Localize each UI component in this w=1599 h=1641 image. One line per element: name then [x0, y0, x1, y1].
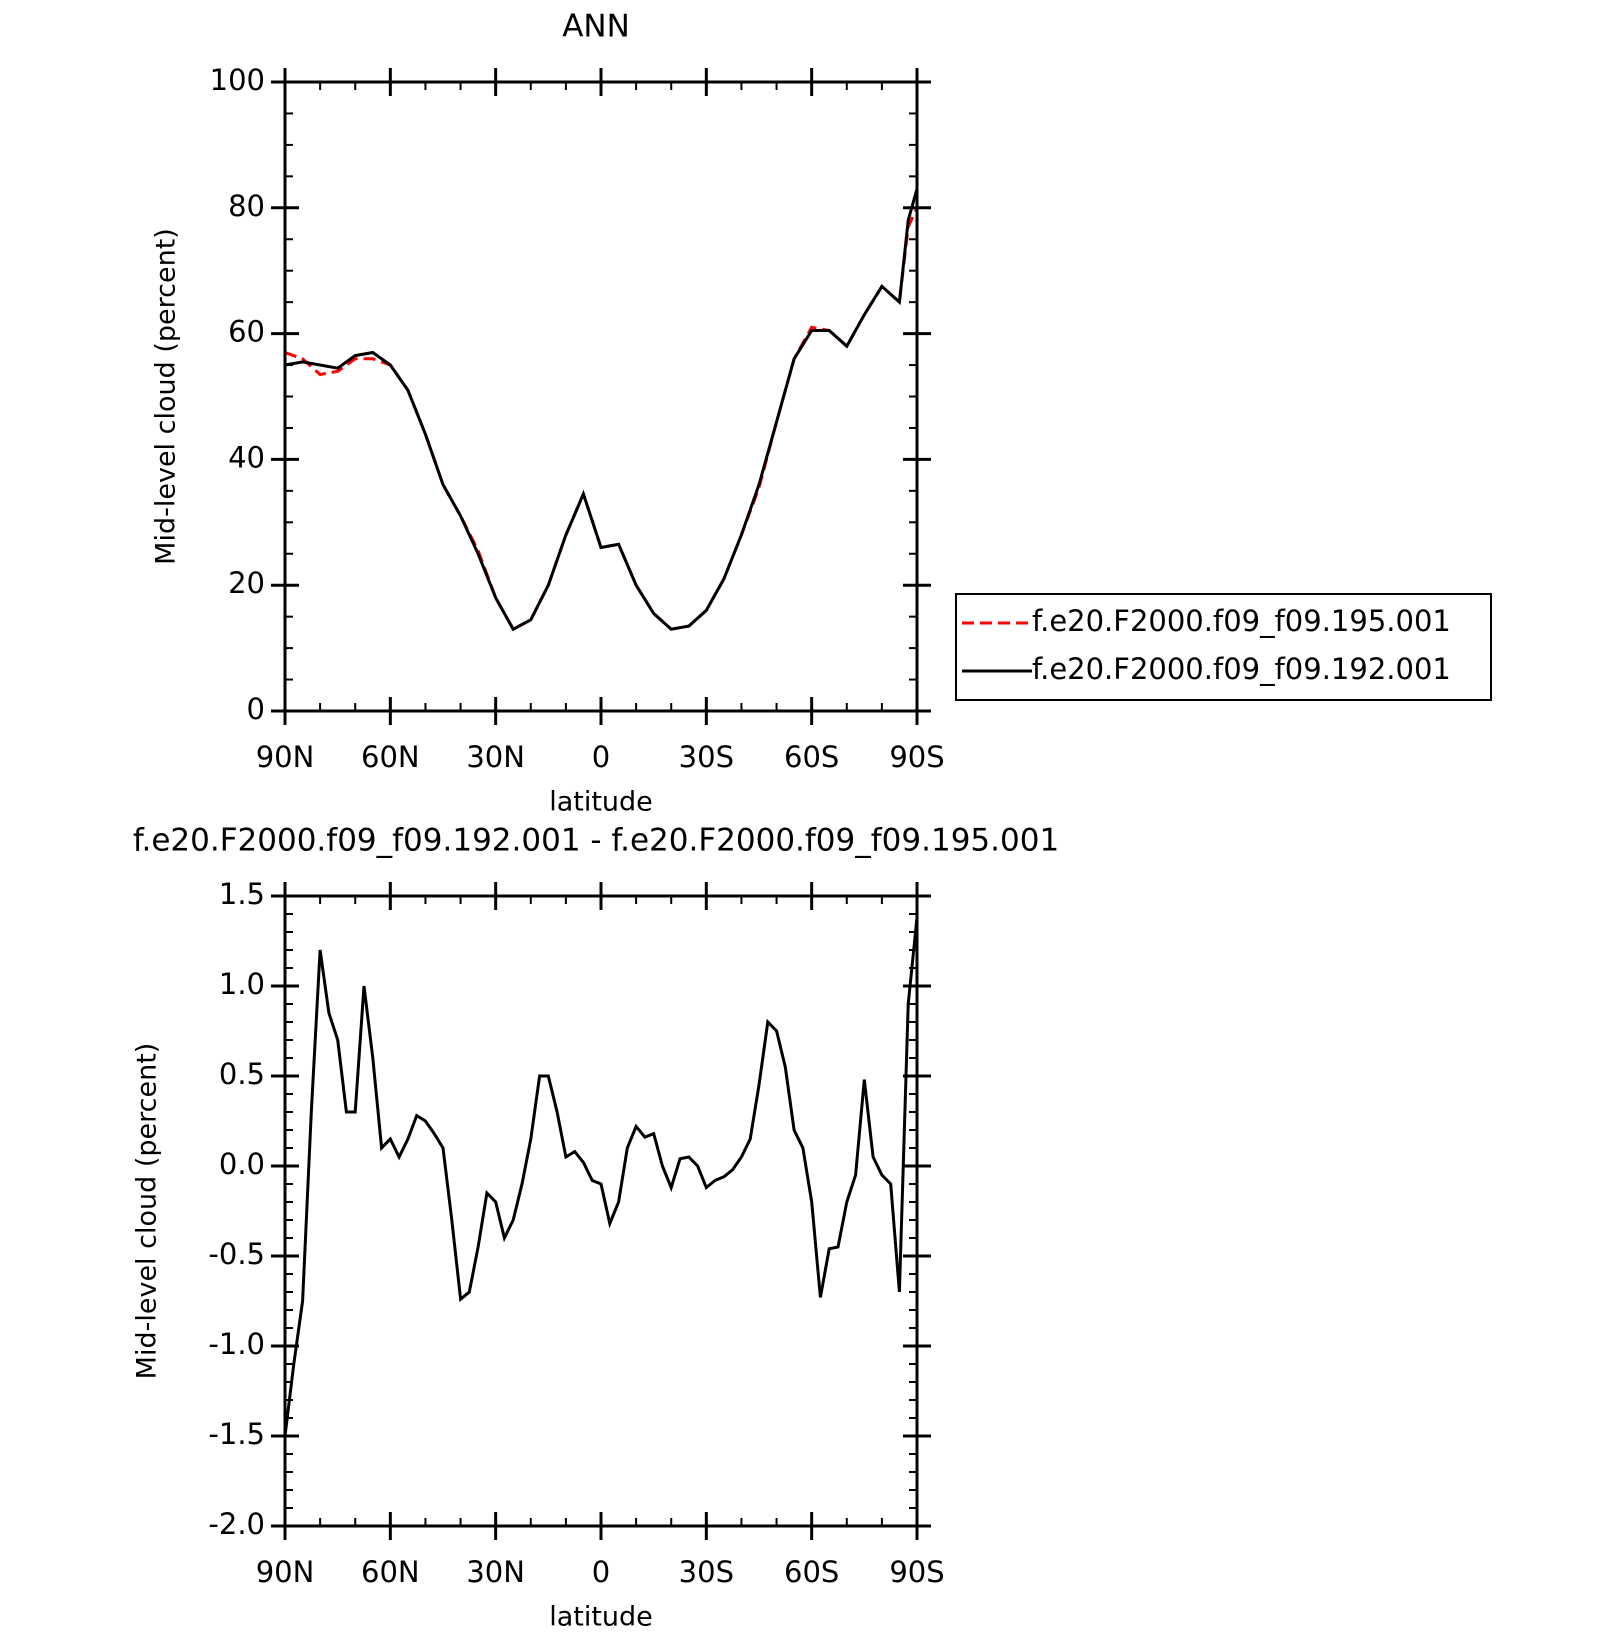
- plot-frame: [283, 80, 919, 713]
- x-tick-label: 0: [592, 1555, 610, 1589]
- y-tick-label: -2.0: [208, 1507, 265, 1541]
- x-tick-label: 60S: [784, 740, 839, 774]
- x-tick-label: 30N: [466, 1555, 525, 1589]
- x-tick-label: 30S: [679, 1555, 734, 1589]
- y-tick-label: 60: [228, 315, 265, 349]
- x-tick-label: 30N: [466, 740, 525, 774]
- y-tick-label: 1.0: [219, 967, 265, 1001]
- chart-title: f.e20.F2000.f09_f09.192.001 - f.e20.F200…: [133, 823, 1059, 859]
- x-tick-label: 60S: [784, 1555, 839, 1589]
- plot-frame: [283, 894, 919, 1528]
- data-line: [284, 188, 919, 632]
- x-tick-label: 90N: [256, 1555, 315, 1589]
- y-tick-label: 1.5: [219, 877, 265, 911]
- data-line: [284, 207, 919, 632]
- y-tick-label: 100: [210, 63, 265, 97]
- x-tick-label: 0: [592, 740, 610, 774]
- x-axis-label: latitude: [549, 787, 653, 818]
- data-line: [283, 917, 919, 1437]
- y-tick-label: -1.5: [208, 1417, 265, 1451]
- x-tick-label: 30S: [679, 740, 734, 774]
- y-tick-label: -1.0: [208, 1327, 265, 1361]
- x-tick-label: 60N: [361, 1555, 420, 1589]
- y-tick-label: 0: [247, 692, 265, 726]
- y-tick-label: 40: [228, 440, 265, 474]
- y-tick-label: 80: [228, 189, 265, 223]
- x-axis-label: latitude: [549, 1602, 653, 1633]
- legend-box: [955, 593, 1492, 701]
- x-tick-label: 90S: [889, 1555, 944, 1589]
- x-tick-label: 90S: [889, 740, 944, 774]
- chart-title: ANN: [562, 9, 630, 45]
- y-axis-label: Mid-level cloud (percent): [151, 228, 182, 565]
- legend-label: f.e20.F2000.f09_f09.192.001: [1032, 652, 1451, 686]
- y-axis-label: Mid-level cloud (percent): [132, 1043, 163, 1380]
- x-tick-label: 60N: [361, 740, 420, 774]
- legend-label: f.e20.F2000.f09_f09.195.001: [1032, 604, 1451, 638]
- y-tick-label: -0.5: [208, 1237, 265, 1271]
- y-tick-label: 0.0: [219, 1147, 265, 1181]
- x-tick-label: 90N: [256, 740, 315, 774]
- y-tick-label: 20: [228, 566, 265, 600]
- y-tick-label: 0.5: [219, 1057, 265, 1091]
